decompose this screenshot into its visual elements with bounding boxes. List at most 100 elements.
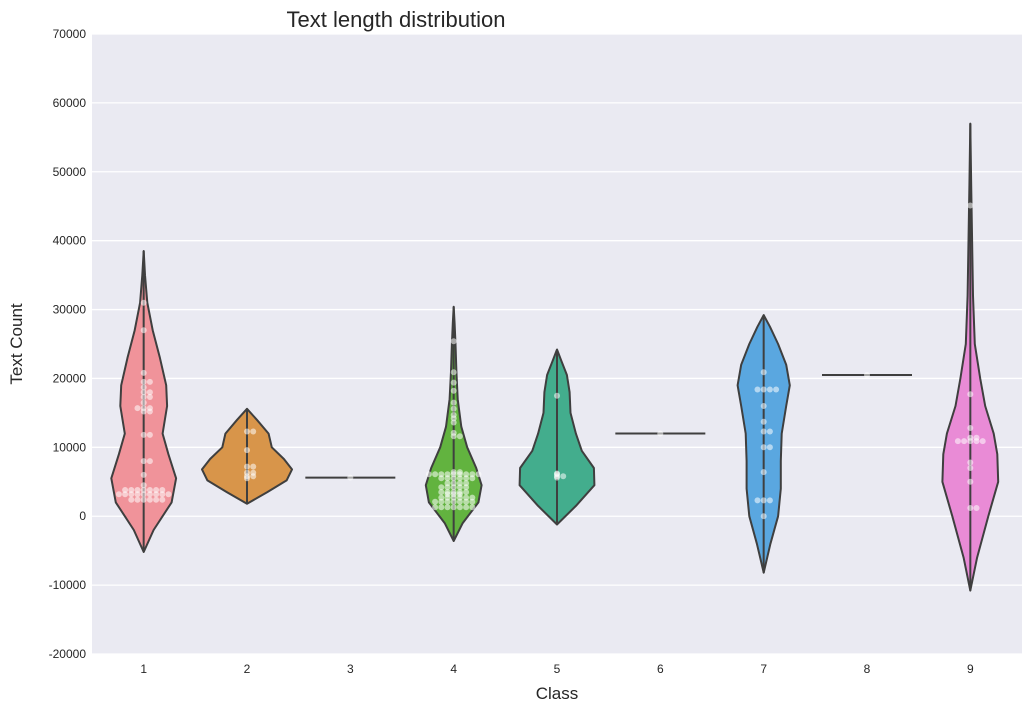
swarm-point	[165, 491, 172, 498]
swarm-point	[456, 498, 463, 505]
swarm-point	[760, 418, 767, 425]
y-tick-label: -10000	[49, 578, 87, 592]
swarm-point	[450, 484, 457, 491]
swarm-point	[469, 498, 476, 505]
y-tick-label: -20000	[49, 647, 87, 661]
y-tick-label: 40000	[53, 234, 87, 248]
swarm-point	[444, 475, 451, 482]
swarm-point	[134, 405, 141, 412]
x-tick-label: 3	[347, 662, 354, 676]
swarm-point	[469, 475, 476, 482]
swarm-point	[766, 428, 773, 435]
swarm-point	[444, 471, 451, 478]
swarm-point	[463, 471, 470, 478]
swarm-point	[244, 463, 250, 470]
swarm-point	[450, 429, 457, 436]
swarm-point	[128, 491, 135, 498]
swarm-point	[450, 369, 457, 376]
swarm-point	[754, 386, 761, 393]
swarm-point	[140, 369, 147, 376]
swarm-point	[657, 430, 664, 437]
swarm-point	[250, 463, 257, 470]
swarm-point	[244, 447, 250, 454]
swarm-point	[456, 480, 463, 487]
swarm-point	[760, 403, 767, 409]
swarm-point	[967, 478, 974, 485]
x-tick-label: 6	[657, 662, 664, 676]
swarm-point	[456, 469, 463, 476]
swarm-point	[153, 487, 160, 493]
plot-background	[92, 34, 1022, 654]
swarm-point	[450, 379, 457, 386]
swarm-point	[146, 378, 153, 385]
swarm-point	[140, 389, 147, 396]
swarm-point	[469, 494, 476, 501]
y-tick-label: 0	[79, 509, 86, 523]
swarm-point	[159, 487, 166, 493]
swarm-point	[967, 425, 974, 431]
swarm-point	[450, 498, 457, 505]
swarm-point	[766, 386, 773, 393]
swarm-point	[444, 484, 451, 491]
swarm-points	[115, 202, 986, 520]
swarm-point	[450, 504, 457, 511]
swarm-point	[250, 428, 257, 435]
swarm-point	[444, 504, 451, 511]
x-tick-label: 8	[864, 662, 871, 676]
swarm-point	[432, 471, 439, 478]
swarm-point	[140, 431, 147, 438]
swarm-point	[146, 496, 153, 503]
swarm-point	[766, 444, 773, 451]
x-tick-label: 7	[760, 662, 767, 676]
swarm-point	[760, 386, 767, 393]
swarm-point	[146, 431, 153, 438]
swarm-point	[456, 489, 463, 496]
swarm-point	[153, 496, 160, 503]
swarm-point	[159, 496, 166, 503]
swarm-point	[140, 378, 147, 385]
swarm-point	[115, 491, 122, 498]
swarm-point	[425, 471, 432, 478]
swarm-point	[450, 475, 457, 482]
swarm-point	[438, 475, 445, 482]
swarm-point	[347, 474, 354, 481]
swarm-point	[444, 489, 451, 496]
swarm-point	[450, 387, 457, 394]
swarm-point	[153, 491, 160, 498]
swarm-point	[146, 491, 153, 498]
swarm-point	[760, 513, 767, 520]
swarm-point	[140, 299, 147, 306]
swarm-point	[760, 469, 767, 476]
swarm-point	[973, 505, 980, 511]
swarm-point	[140, 471, 147, 478]
swarm-point	[554, 392, 560, 399]
swarm-point	[554, 470, 560, 477]
swarm-point	[432, 498, 439, 505]
x-tick-label: 2	[244, 662, 251, 676]
swarm-point	[438, 471, 445, 478]
swarm-point	[463, 494, 470, 501]
swarm-point	[469, 504, 476, 511]
swarm-point	[967, 505, 974, 511]
swarm-point	[450, 419, 457, 426]
swarm-point	[967, 434, 974, 441]
swarm-point	[760, 428, 767, 435]
swarm-point	[766, 497, 773, 504]
swarm-point	[760, 369, 767, 376]
swarm-point	[979, 438, 986, 445]
swarm-point	[122, 491, 129, 498]
swarm-point	[134, 487, 141, 493]
swarm-point	[450, 338, 457, 345]
swarm-point	[450, 405, 457, 412]
swarm-point	[475, 471, 482, 478]
x-tick-label: 9	[967, 662, 974, 676]
swarm-point	[463, 504, 470, 511]
swarm-point	[140, 482, 147, 489]
swarm-point	[450, 489, 457, 496]
swarm-point	[134, 491, 141, 498]
swarm-point	[140, 394, 147, 400]
swarm-point	[128, 496, 135, 503]
swarm-point	[140, 458, 147, 465]
swarm-point	[140, 405, 147, 412]
